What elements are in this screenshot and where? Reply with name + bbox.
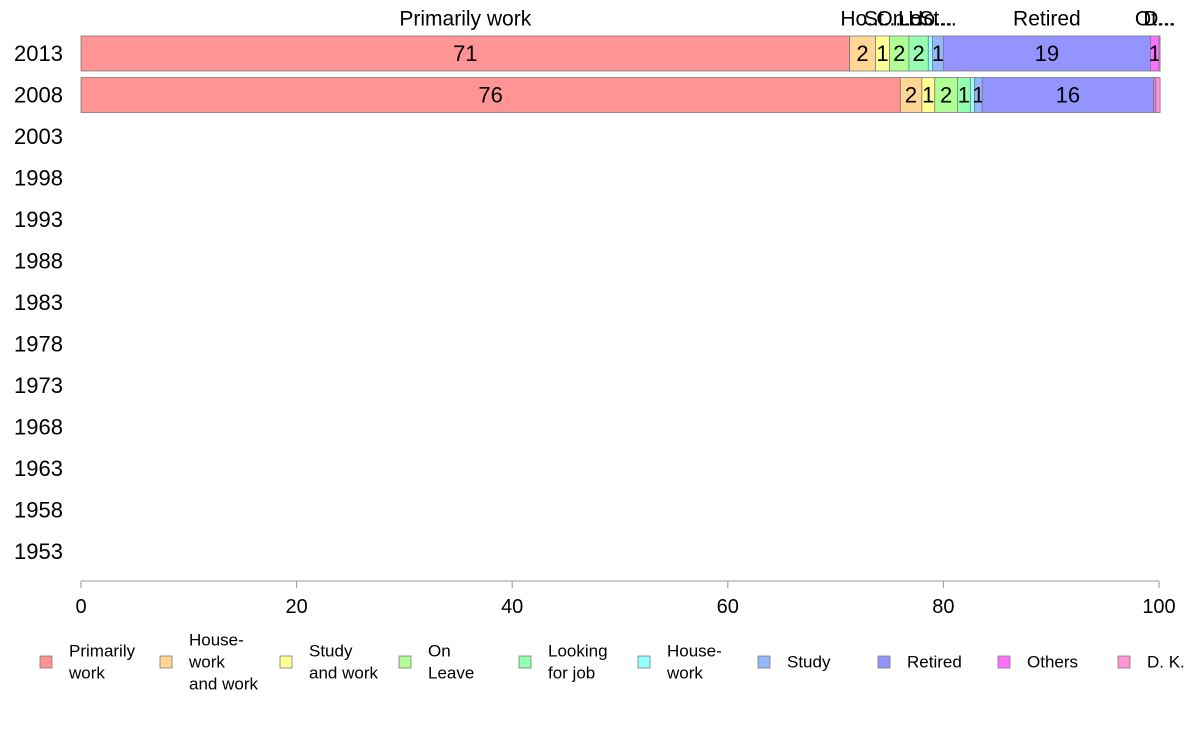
bar-data-label: 2 xyxy=(856,41,868,66)
bar-segment xyxy=(849,35,876,72)
year-label: 1953 xyxy=(14,539,63,564)
series-top-label: Lo... xyxy=(898,8,939,31)
bar-data-label: 71 xyxy=(453,41,477,66)
bar-segment xyxy=(1158,35,1161,72)
x-axis-tick-label: 60 xyxy=(717,596,739,618)
legend-label: Study xyxy=(787,653,831,672)
legend-swatch xyxy=(518,655,532,669)
legend-label: Looking xyxy=(548,642,608,661)
bar-data-label: 19 xyxy=(1035,41,1059,66)
x-axis-tick-label: 100 xyxy=(1142,596,1175,618)
bar-data-label: 16 xyxy=(1056,83,1080,108)
legend-label: Retired xyxy=(907,653,962,672)
x-axis: 0 20 40 60 80 100 xyxy=(75,580,1176,618)
legend-swatch xyxy=(637,655,651,669)
series-top-label: Primarily work xyxy=(399,8,531,31)
bar-segment xyxy=(981,77,1155,113)
year-label: 1993 xyxy=(14,207,63,232)
legend-label: Others xyxy=(1027,653,1078,672)
legend-swatch xyxy=(398,655,412,669)
bar-data-label: 2 xyxy=(940,83,952,108)
series-top-label: St... xyxy=(919,8,956,31)
x-axis-tick-label: 80 xyxy=(932,596,954,618)
year-label: 2003 xyxy=(14,124,63,149)
series-top-label: St... xyxy=(864,8,901,31)
legend-swatch xyxy=(159,655,173,669)
legend-swatch xyxy=(39,655,53,669)
year-label: 1983 xyxy=(14,290,63,315)
legend-label: Primarily xyxy=(69,642,136,661)
bar-data-label: 1 xyxy=(922,83,934,108)
bar-data-label: 2 xyxy=(912,41,924,66)
bar-data-label: 1 xyxy=(958,83,970,108)
legend: Primarily work House-work and work Study and … xyxy=(39,631,1185,694)
year-label: 1998 xyxy=(14,166,63,191)
series-top-label: D... xyxy=(1143,8,1176,31)
series-top-labels: Primarily work Ho...St...On...Lo...Ho...S… xyxy=(399,8,1175,31)
series-top-label: Ho... xyxy=(840,8,884,31)
year-label: 1958 xyxy=(14,498,63,523)
bar-data-label: 2 xyxy=(905,83,917,108)
bars-group: 71 2 1 2 2 1 19 176 2 1 2 1 1 16 xyxy=(80,35,1161,113)
series-top-label: On... xyxy=(876,8,922,31)
series-top-label: Ot... xyxy=(1135,8,1175,31)
legend-label: work xyxy=(68,664,105,683)
legend-label: House- xyxy=(667,642,722,661)
legend-label: Study xyxy=(309,642,353,661)
bar-segment xyxy=(943,35,1151,72)
legend-label: work xyxy=(188,653,225,672)
year-label: 2013 xyxy=(14,41,63,66)
legend-label: House- xyxy=(189,631,244,650)
bar-data-label: 76 xyxy=(478,83,502,108)
year-label: 1973 xyxy=(14,373,63,398)
legend-swatch xyxy=(877,655,891,669)
series-top-label: Retired xyxy=(1013,8,1081,31)
year-label: 1978 xyxy=(14,332,63,357)
x-axis-tick-label: 40 xyxy=(501,596,523,618)
year-label: 1988 xyxy=(14,249,63,274)
legend-swatch xyxy=(997,655,1011,669)
series-top-label: Ho... xyxy=(908,8,952,31)
x-axis-tick-label: 20 xyxy=(285,596,307,618)
legend-label: On xyxy=(428,642,451,661)
bar-data-label: 2 xyxy=(893,41,905,66)
legend-label: D. K. xyxy=(1147,653,1185,672)
bar-segment xyxy=(1155,77,1161,113)
bar-data-label: 1 xyxy=(876,41,888,66)
bar-data-label: 1 xyxy=(932,41,944,66)
legend-label: work xyxy=(666,664,703,683)
bar-segment xyxy=(80,77,901,113)
legend-label: and work xyxy=(309,664,378,683)
year-label: 2008 xyxy=(14,83,63,108)
legend-label: and work xyxy=(189,675,258,694)
legend-swatch xyxy=(279,655,293,669)
legend-swatch xyxy=(757,655,771,669)
year-label: 1963 xyxy=(14,456,63,481)
x-axis-tick-label: 0 xyxy=(75,596,86,618)
bar-data-label: 1 xyxy=(1149,41,1161,66)
year-label: 1968 xyxy=(14,415,63,440)
bar-data-label: 1 xyxy=(972,83,984,108)
legend-swatch xyxy=(1117,655,1131,669)
year-axis-labels: 2013 2008 2003 1998 1993 1988 1983 1978 1973 1968… xyxy=(14,41,63,564)
legend-label: Leave xyxy=(428,664,474,683)
legend-label: for job xyxy=(548,664,595,683)
